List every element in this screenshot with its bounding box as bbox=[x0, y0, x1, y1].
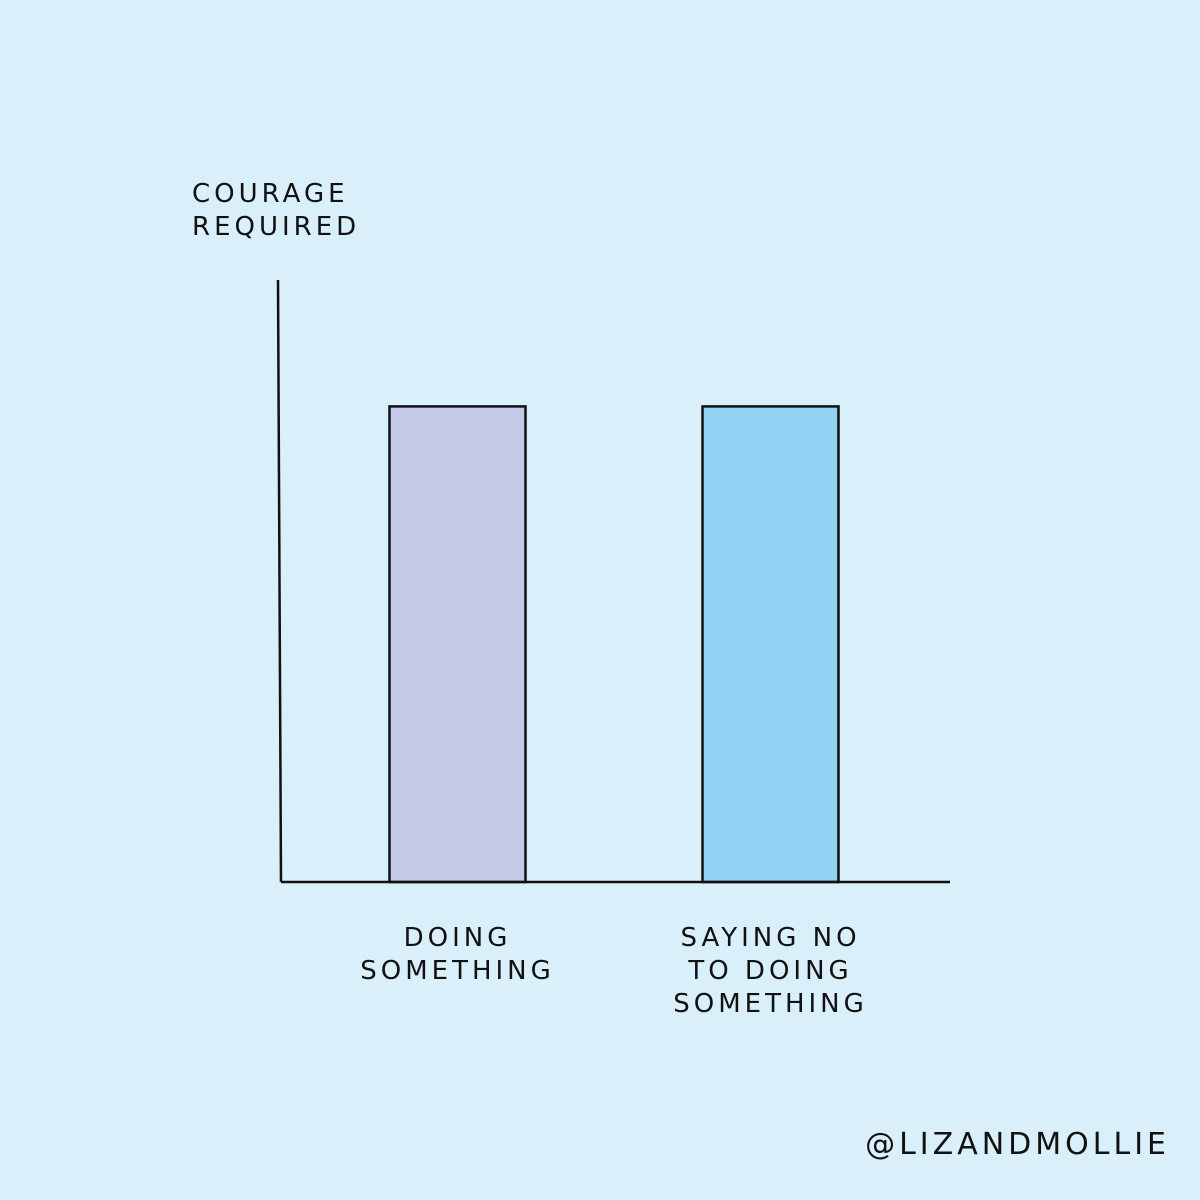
y-axis bbox=[276, 279, 283, 883]
credit: @LIZANDMOLLIE bbox=[865, 1127, 1170, 1162]
bar bbox=[388, 405, 527, 884]
y-axis-label: COURAGE REQUIRED bbox=[192, 179, 361, 242]
bar bbox=[701, 405, 840, 884]
x-tick-label: SAYING NO TO DOING SOMETHING bbox=[673, 923, 868, 1019]
x-tick-label: DOING SOMETHING bbox=[360, 923, 555, 986]
